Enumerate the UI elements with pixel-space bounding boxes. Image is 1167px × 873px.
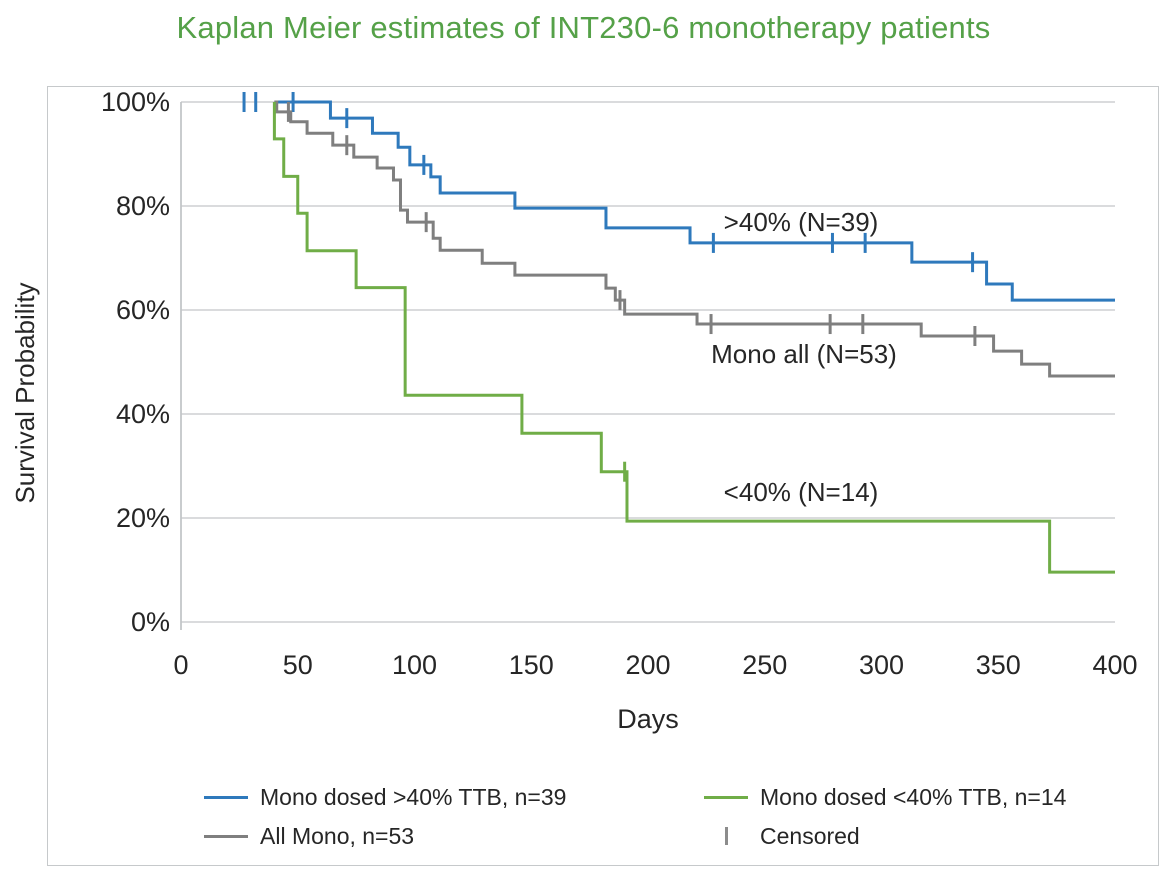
x-tick-label: 400 [1092, 650, 1138, 680]
x-tick-label: 350 [975, 650, 1021, 680]
x-tick-label: 150 [508, 650, 554, 680]
legend-swatch [704, 826, 748, 846]
annotation-2: <40% (N=14) [723, 477, 879, 507]
chart-panel [47, 86, 1159, 866]
legend-item-0: Mono dosed >40% TTB, n=39 [204, 783, 566, 811]
legend-label: Mono dosed >40% TTB, n=39 [260, 783, 567, 810]
legend-item-3: Censored [704, 822, 860, 850]
y-tick-label: 80% [115, 191, 170, 221]
x-axis-title: Days [617, 704, 679, 734]
legend-label: Mono dosed <40% TTB, n=14 [760, 783, 1067, 810]
annotation-0: >40% (N=39) [723, 207, 879, 237]
x-tick-label: 100 [391, 650, 438, 680]
chart-title: Kaplan Meier estimates of INT230-6 monot… [176, 10, 991, 45]
legend-item-2: All Mono, n=53 [204, 822, 414, 850]
legend-swatch [204, 834, 248, 838]
x-tick-label: 0 [173, 650, 189, 680]
x-tick-label: 250 [742, 650, 788, 680]
x-tick-label: 300 [858, 650, 905, 680]
censored-tick-icon [725, 827, 728, 845]
legend-label: All Mono, n=53 [260, 822, 415, 849]
y-tick-label: 100% [100, 87, 170, 117]
y-tick-label: 0% [130, 607, 170, 637]
legend-item-1: Mono dosed <40% TTB, n=14 [704, 783, 1066, 811]
annotation-1: Mono all (N=53) [711, 339, 897, 369]
legend-swatch [704, 795, 748, 799]
y-tick-label: 40% [115, 399, 170, 429]
y-tick-label: 20% [115, 503, 170, 533]
legend-swatch [204, 795, 248, 799]
y-tick-label: 60% [115, 295, 170, 325]
x-tick-label: 50 [282, 650, 313, 680]
legend-label: Censored [760, 822, 860, 849]
x-tick-label: 200 [625, 650, 671, 680]
